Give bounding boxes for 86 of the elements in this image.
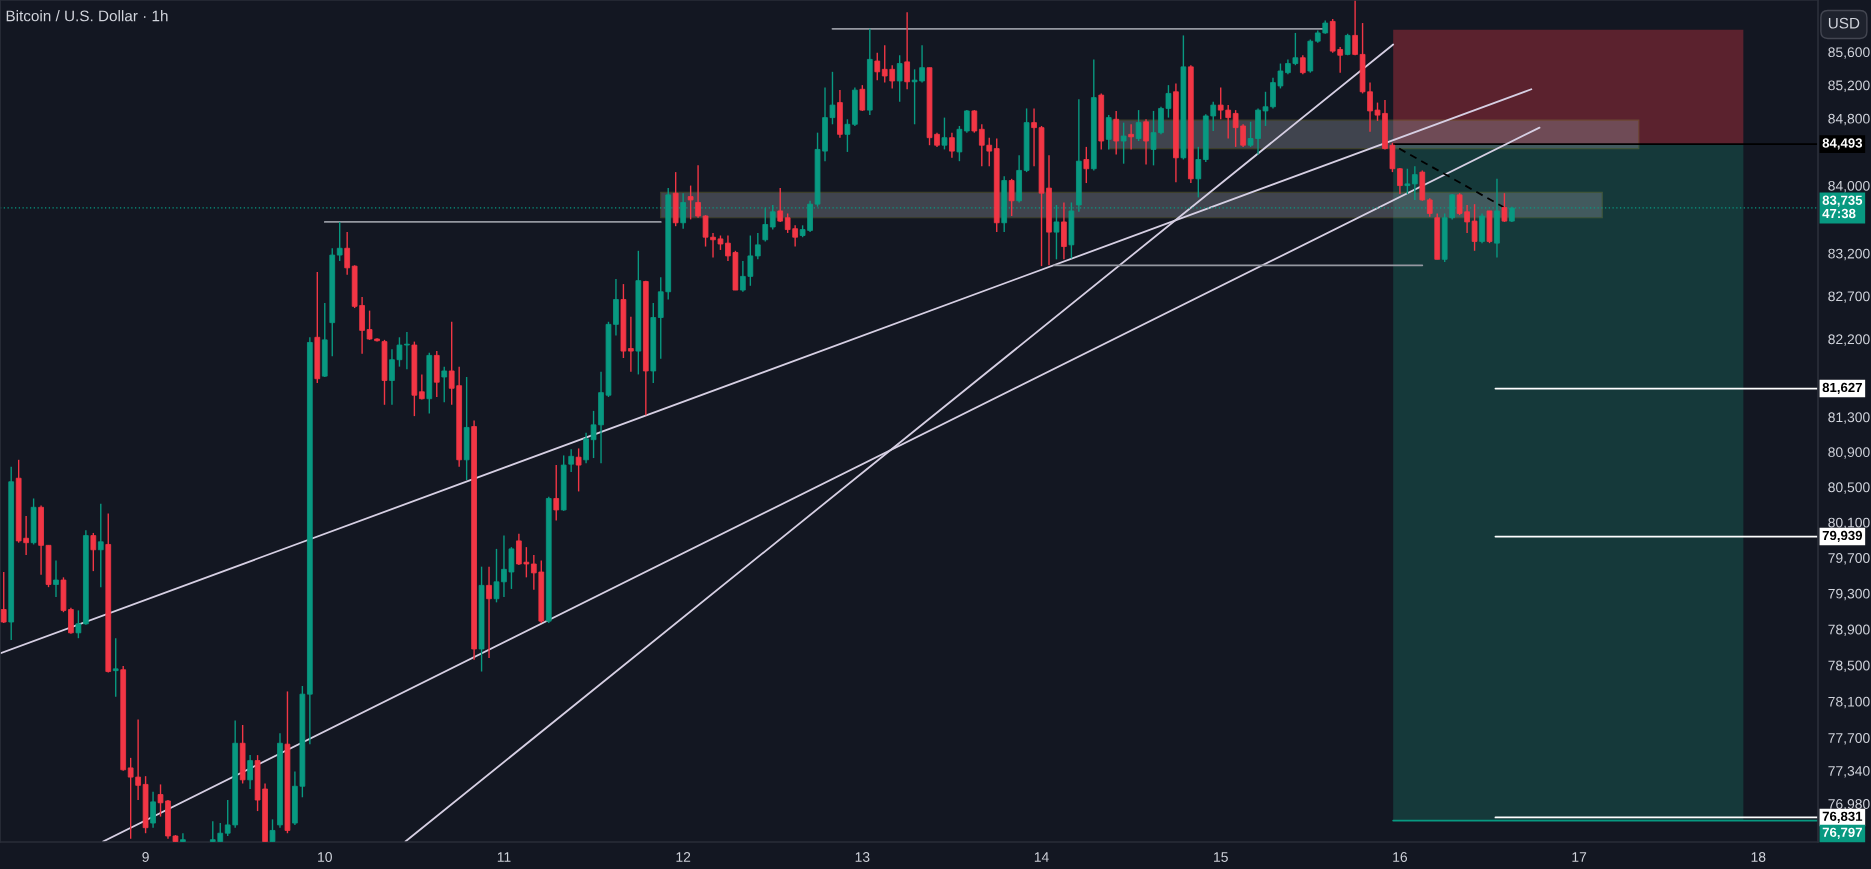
y-tick-label: 76,980 (1828, 799, 1870, 811)
candlestick (97, 503, 104, 588)
candlestick (1128, 123, 1134, 151)
y-tick-label: 82,700 (1828, 291, 1870, 303)
candlestick (971, 109, 978, 134)
data-label: 81,627 (1822, 382, 1862, 395)
candlestick (1471, 203, 1478, 252)
y-tick-label: 78,500 (1828, 660, 1870, 673)
candlestick (1195, 146, 1202, 199)
y-tick-label: 85,600 (1828, 47, 1870, 59)
y-tick-label: 79,300 (1828, 588, 1870, 601)
candlestick (1411, 165, 1418, 201)
candlestick (1135, 109, 1142, 142)
candlestick (336, 221, 343, 262)
candlestick (441, 365, 448, 403)
candlestick (777, 187, 784, 223)
x-tick-label: 13 (855, 852, 870, 862)
x-tick-label: 15 (1214, 852, 1228, 862)
candlestick (1426, 197, 1433, 218)
candlestick (112, 637, 119, 698)
y-tick-label: 79,700 (1828, 553, 1870, 565)
candlestick (1105, 114, 1112, 151)
candlestick (75, 609, 82, 639)
candlestick (1352, 0, 1358, 56)
x-tick-label: 11 (497, 852, 511, 862)
candlestick (769, 204, 776, 231)
candlestick (904, 11, 910, 90)
candlestick (628, 315, 634, 373)
y-tick-label: 82,200 (1828, 334, 1870, 346)
y-tick-label: 78,900 (1828, 624, 1870, 637)
y-tick-label: 84,000 (1828, 180, 1870, 193)
y-tick-label: 78,100 (1828, 696, 1870, 709)
x-tick-label: 9 (142, 852, 149, 862)
candlestick (896, 54, 903, 103)
candlestick (844, 118, 851, 153)
ref-line-label: 83,735 47:38 (1822, 195, 1863, 219)
candlestick (1113, 110, 1120, 156)
candlestick (1120, 121, 1127, 165)
y-tick-label: 81,300 (1828, 412, 1870, 424)
y-tick-label: 85,200 (1828, 80, 1870, 92)
x-tick-label: 12 (676, 852, 691, 862)
x-tick-label: 17 (1572, 852, 1587, 862)
candlestick (419, 373, 425, 401)
candlestick (575, 447, 582, 493)
candlestick (180, 832, 186, 842)
y-tick-label: 83,200 (1828, 248, 1870, 261)
candlestick (269, 818, 276, 842)
candlestick (1083, 146, 1090, 184)
candlestick (956, 125, 963, 162)
candlestick (1501, 192, 1508, 223)
candlestick (1404, 168, 1411, 195)
candlestick (150, 791, 156, 829)
y-tick-label: 77,340 (1828, 766, 1870, 778)
x-tick-label: 10 (318, 852, 332, 862)
candlestick (1397, 167, 1403, 195)
candlestick (859, 84, 866, 112)
y-tick-label: 80,100 (1828, 517, 1870, 530)
data-label: 76,797 (1822, 827, 1862, 839)
candlestick (53, 559, 59, 598)
text: USD (1828, 17, 1860, 29)
y-tick-label: 80,500 (1828, 482, 1870, 494)
candlestick (247, 754, 253, 790)
candlestick (687, 184, 694, 221)
candlestick (1143, 118, 1149, 166)
x-tick-label: 14 (1034, 852, 1049, 862)
candlestick (754, 232, 761, 261)
candlestick (1300, 54, 1306, 76)
candlestick (874, 52, 881, 81)
candlestick (553, 464, 560, 522)
candlestick (964, 109, 970, 134)
candlestick (1008, 178, 1015, 217)
y-tick-label: 84,800 (1828, 113, 1870, 126)
candlestick (90, 532, 97, 572)
text: Bitcoin / U.S. Dollar · 1h (6, 10, 168, 22)
y-tick-label: 77,700 (1828, 733, 1870, 745)
data-label: 79,939 (1822, 530, 1863, 543)
candlestick (0, 571, 7, 624)
data-label: 76,831 (1822, 811, 1863, 823)
candlestick (486, 565, 492, 659)
data-label: 84,493 (1822, 138, 1863, 150)
y-tick-label: 80,900 (1828, 447, 1870, 459)
candlestick (949, 131, 955, 159)
candlestick (941, 116, 948, 151)
x-tick-label: 16 (1393, 852, 1408, 862)
candlestick (344, 231, 351, 276)
x-tick-label: 18 (1751, 852, 1766, 862)
